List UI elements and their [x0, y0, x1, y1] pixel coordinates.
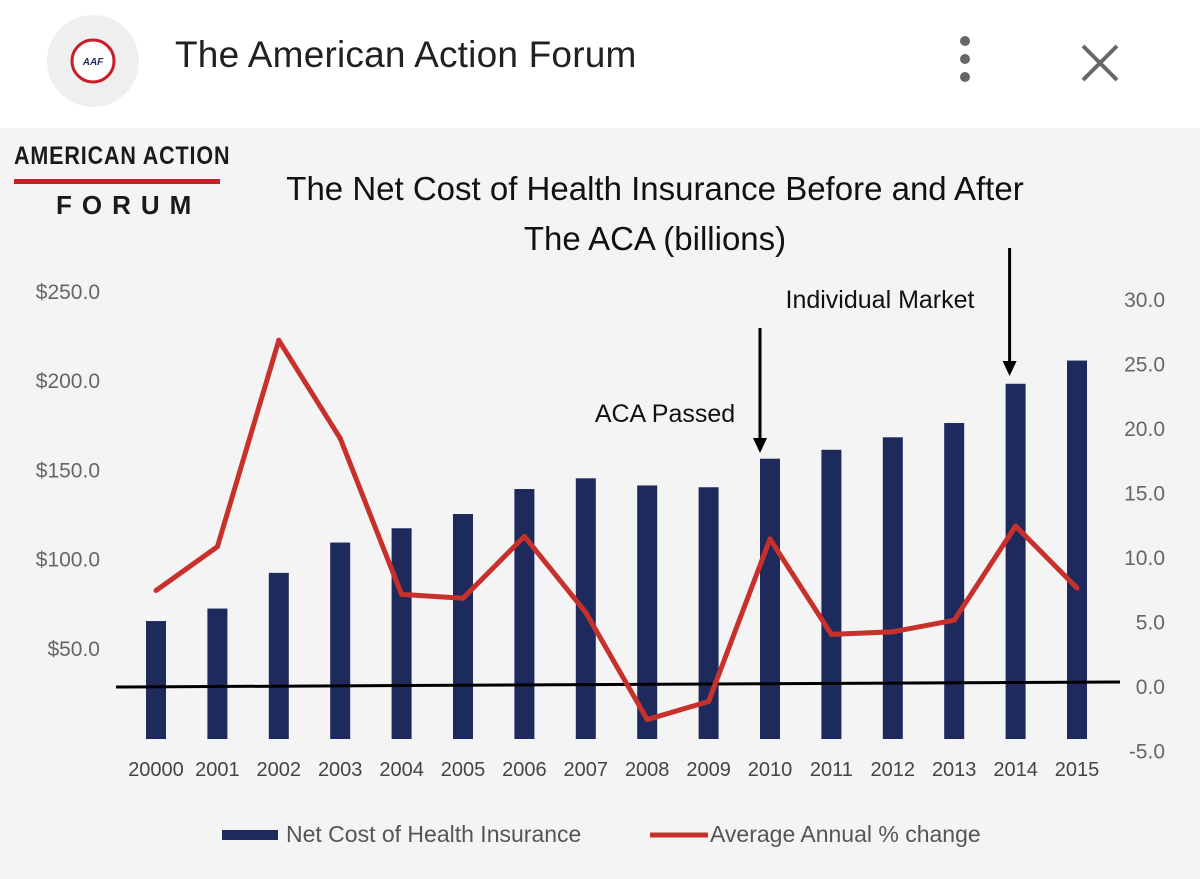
legend-label-annual-change: Average Annual % change	[710, 821, 981, 847]
bar-net-cost	[268, 572, 289, 739]
app-header: AAF The American Action Forum	[0, 0, 1200, 120]
bar-net-cost	[821, 449, 842, 739]
x-axis-tick-label: 2004	[379, 759, 424, 781]
aaf-logo-avatar[interactable]: AAF	[47, 15, 139, 107]
brand-rule	[14, 179, 220, 184]
line-point-annual-change	[767, 536, 773, 542]
close-icon	[1081, 44, 1119, 82]
x-axis-tick-label: 2002	[257, 759, 302, 781]
line-point-annual-change	[1074, 585, 1080, 591]
x-axis-tick-label: 2008	[625, 759, 670, 781]
right-axis-tick-label: 5.0	[1136, 612, 1165, 635]
line-point-annual-change	[214, 544, 220, 550]
bar-net-cost	[1005, 383, 1026, 739]
line-point-annual-change	[1013, 523, 1019, 529]
x-axis-tick-label: 2001	[195, 759, 240, 781]
bar-net-cost	[944, 423, 965, 739]
x-axis-tick-label: 2014	[993, 759, 1038, 781]
right-axis-tick-label: 0.0	[1136, 676, 1165, 699]
x-axis-tick-label: 2010	[748, 759, 793, 781]
bar-net-cost	[146, 621, 166, 739]
brand-line-2: FORUM	[56, 190, 202, 220]
bar-net-cost	[514, 489, 535, 739]
right-axis-tick-label: 20.0	[1124, 418, 1165, 441]
line-point-annual-change	[644, 717, 650, 723]
x-axis-tick-label: 2011	[810, 759, 853, 781]
legend-swatch-net-cost	[222, 830, 278, 840]
line-point-annual-change	[337, 435, 343, 441]
right-axis-tick-label: -5.0	[1129, 741, 1165, 764]
bar-net-cost	[1067, 360, 1087, 739]
line-point-annual-change	[153, 588, 159, 594]
avatar-text: AAF	[82, 57, 104, 68]
line-point-annual-change	[951, 617, 957, 623]
line-point-annual-change	[706, 698, 712, 704]
zero-baseline	[115, 680, 1121, 689]
bar-net-cost	[391, 528, 412, 739]
aaf-logo-icon: AAF	[70, 38, 116, 84]
line-point-annual-change	[276, 337, 282, 343]
left-axis-tick-label: $150.0	[36, 459, 100, 482]
right-axis-tick-label: 10.0	[1124, 547, 1165, 570]
x-axis-tick-label: 2015	[1055, 759, 1100, 781]
left-axis-tick-label: $250.0	[36, 281, 100, 304]
close-button[interactable]	[1075, 38, 1125, 88]
x-axis-tick-label: 20000	[128, 759, 184, 781]
brand-logo: AMERICAN ACTION FORUM	[14, 142, 229, 232]
left-axis-tick-label: $200.0	[36, 370, 100, 393]
x-axis-tick-label: 2009	[686, 759, 731, 781]
line-point-annual-change	[399, 591, 405, 597]
x-axis-tick-label: 2003	[318, 759, 363, 781]
brand-line-1: AMERICAN ACTION	[14, 142, 231, 170]
x-axis-tick-label: 2013	[932, 759, 977, 781]
bar-net-cost	[453, 514, 473, 739]
left-axis-tick-label: $100.0	[36, 549, 100, 572]
chart: The Net Cost of Health Insurance Before …	[36, 170, 1165, 847]
right-axis-tick-label: 15.0	[1124, 483, 1165, 506]
bar-net-cost	[882, 437, 903, 739]
bar-net-cost	[330, 542, 351, 739]
bar-net-cost	[637, 485, 658, 739]
x-axis-tick-label: 2005	[441, 759, 486, 781]
chart-title-line: The Net Cost of Health Insurance Before …	[286, 170, 1023, 207]
line-point-annual-change	[521, 533, 527, 539]
line-point-annual-change	[583, 609, 589, 615]
arrowhead-individual-market	[1002, 361, 1017, 376]
right-axis-tick-label: 25.0	[1124, 354, 1165, 377]
line-point-annual-change	[890, 629, 896, 635]
chart-image: AMERICAN ACTION FORUM The Net Cost of He…	[0, 128, 1200, 879]
annotation-aca-passed: ACA Passed	[595, 400, 735, 428]
bar-net-cost	[207, 608, 228, 739]
arrowhead-aca-passed	[753, 438, 767, 453]
more-vert-icon	[960, 36, 970, 82]
page-title: The American Action Forum	[175, 34, 637, 75]
more-options-button[interactable]	[945, 33, 985, 85]
x-axis-tick-label: 2012	[871, 759, 916, 781]
left-axis-tick-label: $50.0	[47, 638, 100, 661]
x-axis-tick-label: 2007	[564, 759, 609, 781]
annotation-individual-market: Individual Market	[786, 286, 975, 314]
x-axis-tick-label: 2006	[502, 759, 547, 781]
chart-title-line: The ACA (billions)	[524, 220, 786, 257]
legend-label-net-cost: Net Cost of Health Insurance	[286, 821, 581, 847]
right-axis-tick-label: 30.0	[1124, 289, 1165, 312]
bar-net-cost	[698, 487, 719, 739]
bar-net-cost	[760, 458, 780, 739]
line-point-annual-change	[460, 595, 466, 601]
line-annual-change	[154, 337, 1079, 723]
line-point-annual-change	[828, 631, 834, 637]
